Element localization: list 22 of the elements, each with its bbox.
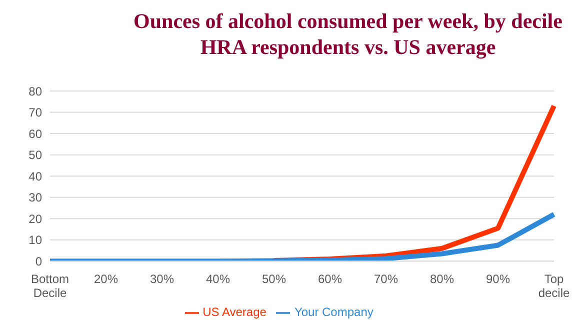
y-tick-label: 80 <box>28 84 42 98</box>
y-tick-label: 10 <box>28 233 42 248</box>
x-tick-label: 80% <box>430 272 454 286</box>
y-tick-label: 20 <box>28 212 42 226</box>
x-tick-label: 40% <box>206 272 230 286</box>
y-tick-label: 60 <box>28 126 42 141</box>
y-tick-label: 50 <box>28 148 42 162</box>
x-tick-label: 20% <box>94 272 118 286</box>
x-tick-label: 70% <box>374 272 398 286</box>
x-tick-label: 50% <box>262 272 286 286</box>
y-tick-label: 30 <box>28 190 42 205</box>
x-tick-label: 60% <box>318 272 342 286</box>
legend-label: Your Company <box>294 305 374 320</box>
x-tick-label: Top decile <box>538 272 570 300</box>
chart-title: Ounces of alcohol consumed per week, by decile HRA respondents vs. US average <box>132 8 564 60</box>
y-tick-label: 0 <box>35 254 42 268</box>
y-tick-label: 70 <box>28 106 42 120</box>
x-tick-label: 30% <box>150 272 174 286</box>
y-tick-label: 40 <box>28 169 42 184</box>
legend-label: US Average <box>202 305 266 320</box>
x-tick-label: Bottom Decile <box>30 272 70 300</box>
x-tick-label: 90% <box>486 272 510 286</box>
